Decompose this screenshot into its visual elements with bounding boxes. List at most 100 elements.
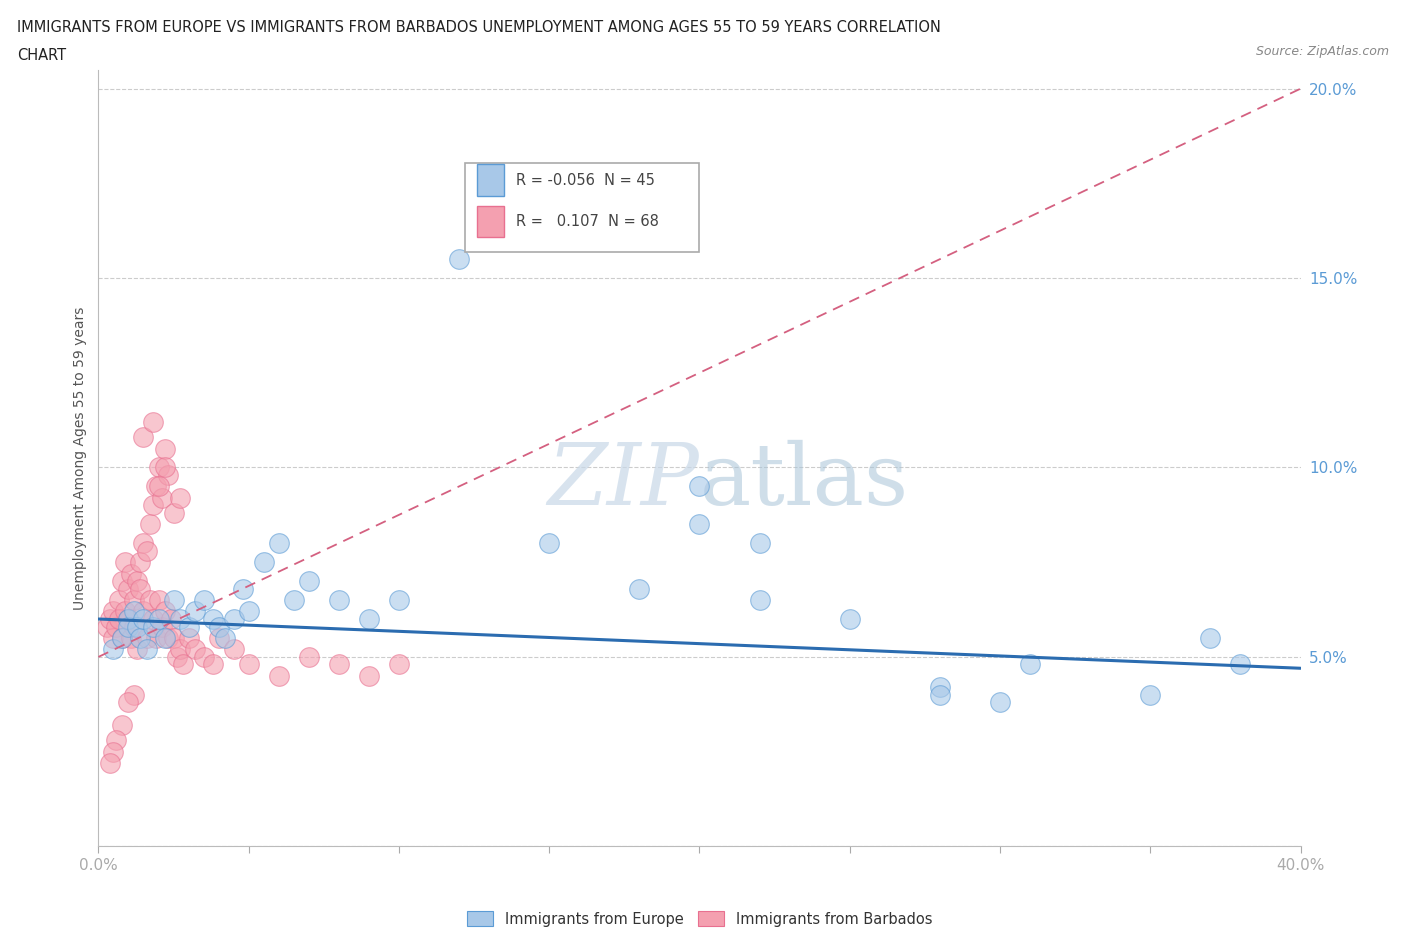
Point bbox=[628, 581, 651, 596]
Point bbox=[1139, 687, 1161, 702]
Point bbox=[689, 479, 711, 494]
Point bbox=[150, 490, 173, 505]
Point bbox=[127, 574, 149, 589]
Point bbox=[150, 619, 173, 634]
Point bbox=[193, 649, 215, 664]
Point bbox=[129, 581, 152, 596]
Point bbox=[124, 687, 146, 702]
Point bbox=[124, 619, 146, 634]
Point bbox=[121, 566, 143, 581]
Point bbox=[162, 506, 184, 521]
Point bbox=[111, 718, 134, 733]
Point bbox=[129, 555, 152, 570]
Text: IMMIGRANTS FROM EUROPE VS IMMIGRANTS FROM BARBADOS UNEMPLOYMENT AMONG AGES 55 TO: IMMIGRANTS FROM EUROPE VS IMMIGRANTS FRO… bbox=[17, 20, 941, 35]
Point bbox=[141, 415, 163, 430]
Point bbox=[988, 695, 1011, 710]
Point bbox=[328, 592, 350, 607]
Point bbox=[127, 642, 149, 657]
Point bbox=[232, 581, 254, 596]
Point bbox=[328, 657, 350, 671]
Point bbox=[108, 612, 131, 627]
Point bbox=[103, 744, 125, 759]
Point bbox=[114, 604, 136, 618]
Point bbox=[177, 619, 200, 634]
Point bbox=[238, 604, 260, 618]
Text: CHART: CHART bbox=[17, 48, 66, 63]
Point bbox=[689, 517, 711, 532]
Point bbox=[148, 460, 170, 475]
Point bbox=[298, 649, 321, 664]
Point bbox=[145, 631, 167, 645]
Point bbox=[748, 592, 770, 607]
Point bbox=[117, 695, 139, 710]
Point bbox=[117, 619, 139, 634]
Point bbox=[253, 555, 276, 570]
Point bbox=[148, 479, 170, 494]
Point bbox=[929, 687, 952, 702]
Point bbox=[141, 612, 163, 627]
Point bbox=[124, 592, 146, 607]
Point bbox=[103, 642, 125, 657]
Point bbox=[132, 604, 155, 618]
Point bbox=[153, 460, 176, 475]
Point bbox=[298, 574, 321, 589]
Point bbox=[201, 612, 224, 627]
Point bbox=[117, 612, 139, 627]
Point bbox=[183, 604, 205, 618]
Point bbox=[141, 498, 163, 512]
Point bbox=[208, 619, 231, 634]
Point bbox=[201, 657, 224, 671]
Point bbox=[124, 604, 146, 618]
Point bbox=[929, 680, 952, 695]
Bar bbox=[477, 206, 503, 237]
Text: R =   0.107  N = 68: R = 0.107 N = 68 bbox=[516, 214, 658, 229]
Point bbox=[117, 581, 139, 596]
Point bbox=[357, 669, 380, 684]
Point bbox=[117, 612, 139, 627]
Text: ZIP: ZIP bbox=[547, 440, 700, 523]
Point bbox=[208, 631, 231, 645]
Point bbox=[132, 536, 155, 551]
Point bbox=[129, 631, 152, 645]
Y-axis label: Unemployment Among Ages 55 to 59 years: Unemployment Among Ages 55 to 59 years bbox=[73, 306, 87, 610]
Point bbox=[838, 612, 860, 627]
Point bbox=[132, 612, 155, 627]
Point bbox=[156, 468, 179, 483]
Legend: Immigrants from Europe, Immigrants from Barbados: Immigrants from Europe, Immigrants from … bbox=[460, 904, 939, 930]
Text: R = -0.056  N = 45: R = -0.056 N = 45 bbox=[516, 173, 654, 188]
Point bbox=[103, 631, 125, 645]
Point bbox=[100, 755, 122, 770]
Point bbox=[748, 536, 770, 551]
Point bbox=[111, 574, 134, 589]
Point bbox=[222, 612, 245, 627]
Point bbox=[135, 543, 157, 558]
Point bbox=[145, 479, 167, 494]
Point bbox=[121, 631, 143, 645]
Point bbox=[447, 252, 470, 267]
Point bbox=[135, 642, 157, 657]
Point bbox=[148, 592, 170, 607]
Point bbox=[166, 649, 188, 664]
Point bbox=[214, 631, 236, 645]
Point bbox=[100, 612, 122, 627]
Point bbox=[96, 619, 118, 634]
Point bbox=[105, 619, 128, 634]
Point bbox=[156, 631, 179, 645]
Point bbox=[111, 631, 134, 645]
FancyBboxPatch shape bbox=[465, 163, 700, 252]
Point bbox=[169, 642, 191, 657]
Point bbox=[177, 631, 200, 645]
Point bbox=[153, 441, 176, 456]
Point bbox=[148, 612, 170, 627]
Point bbox=[357, 612, 380, 627]
Point bbox=[267, 669, 290, 684]
Point bbox=[127, 619, 149, 634]
Point bbox=[153, 604, 176, 618]
Point bbox=[388, 592, 411, 607]
Point bbox=[108, 592, 131, 607]
Text: Source: ZipAtlas.com: Source: ZipAtlas.com bbox=[1256, 45, 1389, 58]
Point bbox=[141, 619, 163, 634]
Point bbox=[162, 592, 184, 607]
Bar bbox=[477, 165, 503, 195]
Point bbox=[138, 592, 160, 607]
